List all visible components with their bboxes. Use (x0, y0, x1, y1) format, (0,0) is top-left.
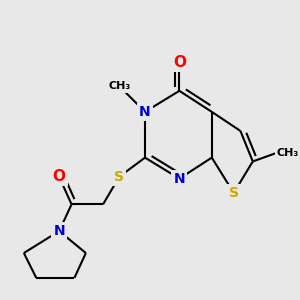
Text: O: O (52, 169, 66, 184)
Text: N: N (173, 172, 185, 186)
Text: O: O (173, 55, 186, 70)
Text: N: N (53, 224, 65, 238)
Text: CH₃: CH₃ (277, 148, 299, 158)
Text: CH₃: CH₃ (108, 81, 130, 91)
Text: S: S (114, 170, 124, 184)
Text: S: S (229, 186, 239, 200)
Text: N: N (139, 105, 151, 119)
